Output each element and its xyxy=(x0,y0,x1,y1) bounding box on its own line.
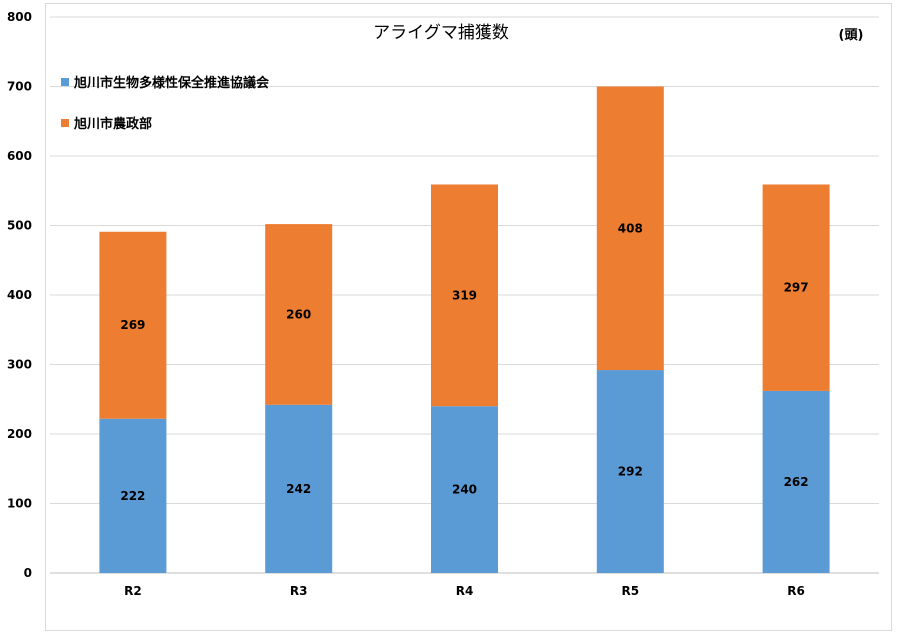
bars: 222 269 242 260 240 319 292 408 262 297 xyxy=(99,86,830,573)
data-label: 319 xyxy=(452,288,477,302)
bar-segment xyxy=(596,86,664,371)
x-tick-label: R6 xyxy=(787,584,805,598)
bar-segment xyxy=(265,404,333,573)
y-tick-label: 200 xyxy=(7,427,32,441)
data-label: 292 xyxy=(618,465,643,479)
y-tick-label: 0 xyxy=(24,566,32,580)
chart-title: アライグマ捕獲数 xyxy=(373,23,509,43)
bar-segment xyxy=(431,184,498,407)
x-axis-ticks: R2 R3 R4 R5 R6 xyxy=(124,584,805,598)
data-label: 269 xyxy=(120,318,145,332)
data-label: 222 xyxy=(120,489,145,503)
bar-segment xyxy=(99,231,167,419)
bar-segment xyxy=(431,406,498,573)
data-label: 408 xyxy=(618,221,643,235)
data-label: 262 xyxy=(784,475,809,489)
legend-swatch-series-1 xyxy=(61,78,69,86)
data-label: 240 xyxy=(452,483,477,497)
x-tick-label: R4 xyxy=(456,584,474,598)
y-tick-label: 100 xyxy=(7,497,32,511)
data-label: 260 xyxy=(286,307,311,321)
bar-segment xyxy=(99,418,167,573)
bar-segment xyxy=(762,184,830,391)
data-label: 242 xyxy=(286,482,311,496)
y-axis-ticks: 0 100 200 300 400 500 600 700 800 xyxy=(7,10,32,580)
x-tick-label: R5 xyxy=(622,584,640,598)
y-tick-label: 700 xyxy=(7,80,32,94)
y-tick-label: 600 xyxy=(7,149,32,163)
x-tick-label: R3 xyxy=(290,584,308,598)
bar-segment xyxy=(596,370,664,573)
legend-label-series-2: 旭川市農政部 xyxy=(73,116,152,132)
y-tick-label: 300 xyxy=(7,358,32,372)
legend: 旭川市生物多様性保全推進協議会 旭川市農政部 xyxy=(61,75,270,132)
y-tick-label: 400 xyxy=(7,288,32,302)
bar-segment xyxy=(265,224,333,405)
bar-segment xyxy=(762,390,830,573)
data-label: 297 xyxy=(784,281,809,295)
x-tick-label: R2 xyxy=(124,584,142,598)
y-tick-label: 800 xyxy=(7,10,32,24)
legend-swatch-series-2 xyxy=(61,119,69,127)
y-tick-label: 500 xyxy=(7,219,32,233)
gridlines xyxy=(50,16,879,574)
legend-label-series-1: 旭川市生物多様性保全推進協議会 xyxy=(73,75,270,91)
unit-label: (頭) xyxy=(839,28,864,43)
chart-frame xyxy=(45,3,892,631)
